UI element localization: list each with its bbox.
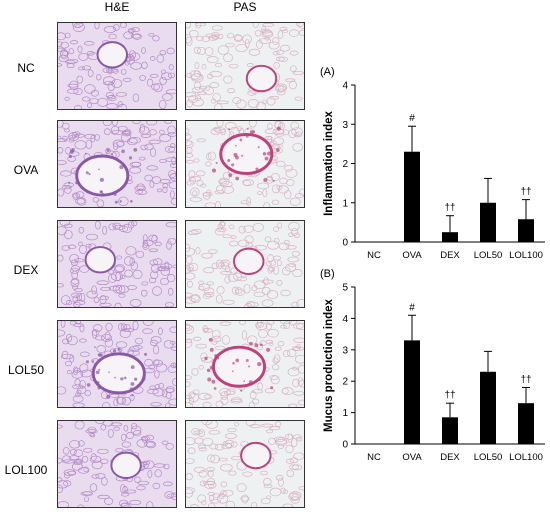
y-axis-label: Mucus production index: [323, 298, 335, 431]
bar-charts: (A) 0 1 2 3 4 Inflammation index NC # OVA †† DEX LOL…: [300, 55, 550, 520]
y-tick-label: 1: [342, 408, 348, 419]
he-micrograph-lol100: [57, 420, 177, 508]
y-tick-label: 0: [342, 238, 348, 249]
x-tick-label: LOL100: [509, 452, 543, 463]
y-tick-label: 3: [342, 345, 348, 356]
row-label-ova: OVA: [13, 163, 39, 177]
pas-micrograph-lol50: [185, 320, 305, 408]
significance-mark: ††: [444, 203, 455, 214]
x-tick-label: DEX: [440, 250, 460, 261]
he-micrograph-nc: [57, 22, 177, 110]
y-tick-label: 4: [342, 314, 348, 325]
bar-lol50: [480, 371, 496, 444]
significance-mark: #: [409, 113, 415, 124]
bar-lol100: [518, 403, 534, 444]
x-tick-label: LOL100: [509, 250, 543, 261]
column-header-he: H&E: [104, 0, 130, 14]
x-tick-label: OVA: [402, 452, 422, 463]
x-tick-label: OVA: [402, 250, 422, 261]
row-label-lol100: LOL100: [4, 463, 48, 477]
panel-label: (B): [320, 268, 335, 280]
bar-lol100: [518, 219, 534, 242]
he-micrograph-ova: [57, 120, 177, 208]
significance-mark: ††: [520, 374, 531, 385]
pas-micrograph-dex: [185, 220, 305, 308]
bar-dex: [442, 417, 458, 444]
pas-micrograph-lol100: [185, 420, 305, 508]
significance-mark: #: [409, 302, 415, 313]
y-tick-label: 5: [342, 283, 348, 294]
row-label-lol50: LOL50: [7, 363, 45, 377]
y-tick-label: 4: [342, 81, 348, 92]
chart-inflammation: (A) 0 1 2 3 4 Inflammation index NC # OVA †† DEX LOL…: [320, 66, 545, 261]
chart-svg: (A) 0 1 2 3 4 Inflammation index NC # OVA †† DEX LOL…: [320, 66, 545, 463]
significance-mark: ††: [520, 187, 531, 198]
y-tick-label: 0: [342, 440, 348, 451]
bar-ova: [404, 151, 420, 242]
row-label-nc: NC: [17, 61, 35, 75]
chart-mucus: (B) 0 1 2 3 4 5 Mucus production index NC # OVA †† D…: [320, 268, 545, 463]
y-tick-label: 3: [342, 120, 348, 131]
y-tick-label: 2: [342, 377, 348, 388]
pas-micrograph-nc: [185, 22, 305, 110]
y-axis-label: Inflammation index: [323, 111, 335, 216]
pas-micrograph-ova: [185, 120, 305, 208]
x-tick-label: LOL50: [474, 250, 503, 261]
y-tick-label: 2: [342, 159, 348, 170]
he-micrograph-dex: [57, 220, 177, 308]
x-tick-label: LOL50: [474, 452, 503, 463]
panel-label: (A): [320, 66, 335, 78]
significance-mark: ††: [444, 390, 455, 401]
x-tick-label: NC: [367, 250, 381, 261]
bar-lol50: [480, 202, 496, 242]
x-tick-label: DEX: [440, 452, 460, 463]
x-tick-label: NC: [367, 452, 381, 463]
bar-ova: [404, 340, 420, 444]
column-header-pas: PAS: [233, 0, 257, 14]
he-micrograph-lol50: [57, 320, 177, 408]
row-label-dex: DEX: [13, 263, 39, 277]
bar-dex: [442, 232, 458, 242]
y-tick-label: 1: [342, 198, 348, 209]
